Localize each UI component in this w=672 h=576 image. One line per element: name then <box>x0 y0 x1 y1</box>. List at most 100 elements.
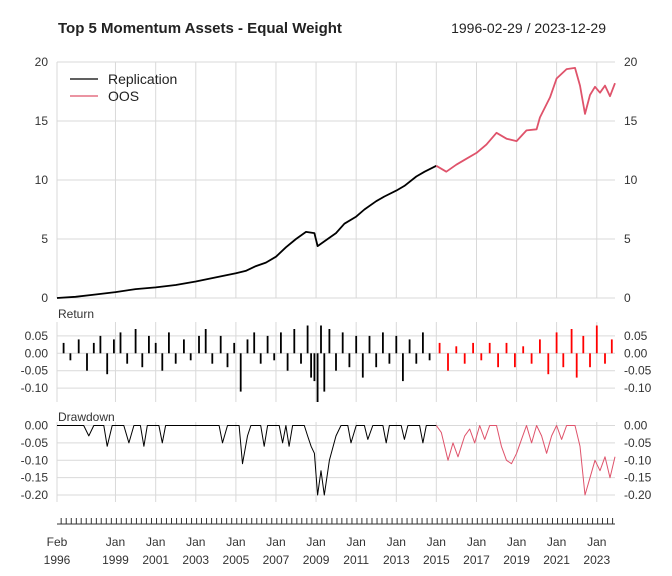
ytick-left-drawdown-3: -0.15 <box>21 471 49 485</box>
xtick-year-2: 2001 <box>142 553 169 567</box>
return-bar-26 <box>246 339 249 354</box>
return-bar-56 <box>428 353 431 361</box>
return-bar-38 <box>316 353 319 402</box>
return-bar-53 <box>408 339 411 354</box>
return-bar-45 <box>355 335 358 354</box>
legend-label-oos: OOS <box>108 88 139 104</box>
return-bar-75 <box>582 335 585 354</box>
return-bar-73 <box>570 329 573 354</box>
return-bar-48 <box>375 353 378 368</box>
return-bar-17 <box>183 339 185 354</box>
return-bar-18 <box>189 353 192 361</box>
xtick-year-7: 2011 <box>343 553 369 567</box>
ytick-right-cumulative-2: 10 <box>624 173 638 187</box>
return-bar-54 <box>415 353 418 364</box>
return-bar-77 <box>595 325 598 354</box>
return-bar-19 <box>198 335 200 354</box>
ytick-right-cumulative-4: 20 <box>624 55 638 69</box>
return-bar-52 <box>402 353 404 382</box>
return-bar-46 <box>361 353 364 378</box>
return-bar-62 <box>480 353 483 361</box>
return-bar-66 <box>514 353 516 368</box>
return-bar-72 <box>562 353 565 368</box>
xtick-year-12: 2021 <box>543 553 570 567</box>
return-bar-7 <box>113 339 115 354</box>
ytick-right-drawdown-1: -0.05 <box>624 436 652 450</box>
return-bar-28 <box>259 353 262 364</box>
return-bar-8 <box>119 332 122 354</box>
return-bar-23 <box>226 353 229 368</box>
ytick-right-cumulative-0: 0 <box>624 291 631 305</box>
ytick-left-returns-1: 0.00 <box>25 346 49 360</box>
xtick-year-0: 1996 <box>44 553 71 567</box>
xtick-month-7: Jan <box>346 535 365 549</box>
return-bar-21 <box>211 353 214 364</box>
ytick-right-cumulative-1: 5 <box>624 232 631 246</box>
return-bar-33 <box>293 329 296 354</box>
return-bar-67 <box>522 346 525 354</box>
return-bar-24 <box>233 342 236 354</box>
xtick-year-5: 2007 <box>263 553 290 567</box>
xtick-month-13: Jan <box>587 535 606 549</box>
return-bar-0 <box>62 342 65 354</box>
xtick-month-6: Jan <box>306 535 325 549</box>
return-bar-36 <box>310 353 312 378</box>
return-bar-79 <box>610 339 613 354</box>
return-bar-13 <box>154 342 157 354</box>
xtick-year-1: 1999 <box>102 553 129 567</box>
ytick-left-drawdown-1: -0.05 <box>21 436 49 450</box>
xtick-month-10: Jan <box>467 535 486 549</box>
ytick-right-drawdown-4: -0.20 <box>624 488 652 502</box>
return-bar-69 <box>539 339 541 354</box>
xtick-month-11: Jan <box>507 535 526 549</box>
return-bar-65 <box>505 342 508 354</box>
labels-layer: 0 0 5 5 10 10 15 15 20 20 0.05 0.05 0.00 0.00 -0.05 -0.… <box>21 55 652 567</box>
return-bar-14 <box>161 353 164 371</box>
return-bar-68 <box>530 353 533 364</box>
ytick-left-cumulative-4: 20 <box>35 55 49 69</box>
xtick-month-4: Jan <box>226 535 245 549</box>
return-bar-1 <box>69 353 72 361</box>
xtick-month-8: Jan <box>387 535 406 549</box>
ytick-left-cumulative-3: 15 <box>35 114 49 128</box>
panel-label-returns: Return <box>58 307 94 321</box>
return-bar-37 <box>313 353 316 382</box>
return-bar-3 <box>86 353 88 371</box>
xtick-month-2: Jan <box>146 535 165 549</box>
ytick-right-drawdown-2: -0.10 <box>624 453 652 467</box>
date-range-label: 1996-02-29 / 2023-12-29 <box>451 20 606 36</box>
return-bar-4 <box>92 342 95 354</box>
ytick-right-returns-1: 0.00 <box>624 346 648 360</box>
xtick-month-5: Jan <box>266 535 285 549</box>
return-bar-10 <box>134 329 137 354</box>
return-bar-50 <box>388 353 391 364</box>
xtick-month-12: Jan <box>547 535 566 549</box>
return-bar-20 <box>204 329 207 354</box>
return-bar-61 <box>472 342 474 354</box>
ytick-left-cumulative-2: 10 <box>35 173 49 187</box>
xtick-year-10: 2017 <box>463 553 490 567</box>
ytick-left-drawdown-2: -0.10 <box>21 453 49 467</box>
return-bar-76 <box>589 353 591 368</box>
return-bar-5 <box>99 335 102 354</box>
xtick-year-3: 2003 <box>182 553 209 567</box>
return-bar-78 <box>604 353 606 364</box>
return-bar-6 <box>106 353 109 375</box>
xtick-month-1: Jan <box>106 535 125 549</box>
xtick-year-9: 2015 <box>423 553 450 567</box>
return-bar-27 <box>253 332 256 354</box>
ytick-right-returns-3: -0.10 <box>624 381 652 395</box>
return-bar-40 <box>323 353 326 392</box>
return-bar-59 <box>455 346 458 354</box>
return-bar-49 <box>382 332 384 354</box>
xtick-month-3: Jan <box>186 535 205 549</box>
return-bar-64 <box>497 353 499 368</box>
ytick-left-cumulative-1: 5 <box>41 232 48 246</box>
return-bar-58 <box>447 353 449 371</box>
legend: Replication OOS <box>70 71 177 104</box>
grid-layer <box>56 61 615 502</box>
ytick-right-returns-2: -0.05 <box>624 364 652 378</box>
return-bar-34 <box>300 353 302 364</box>
return-bar-32 <box>286 353 289 371</box>
return-bar-22 <box>219 335 222 354</box>
